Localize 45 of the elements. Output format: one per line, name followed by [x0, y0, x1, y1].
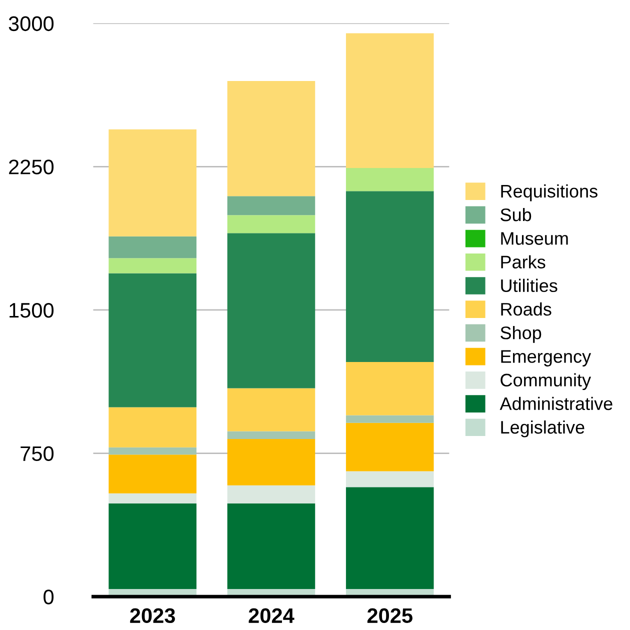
bar	[346, 362, 434, 416]
bar	[108, 493, 196, 504]
y-tick-label: 1500	[10, 302, 54, 318]
y-tick-label: 0	[44, 590, 54, 604]
bar	[108, 273, 196, 408]
bar	[108, 258, 196, 274]
bar	[227, 196, 316, 216]
legend-label: Community	[500, 373, 592, 390]
x-tick-label: 2023	[130, 608, 175, 624]
legend-label: Roads	[501, 302, 552, 316]
bar	[346, 415, 434, 423]
bar	[346, 168, 434, 192]
y-tick-label: 750	[20, 446, 54, 462]
legend-label: Utilities	[501, 278, 558, 292]
legend-label: Parks	[501, 255, 546, 268]
bar	[227, 233, 316, 388]
bar	[227, 503, 316, 589]
bar	[227, 485, 316, 504]
bar	[346, 487, 434, 589]
bar	[227, 215, 316, 234]
y-tick-label: 2250	[9, 160, 54, 174]
legend-label: Shop	[500, 326, 542, 343]
bar	[346, 33, 434, 168]
bar	[108, 503, 196, 589]
bar	[227, 431, 316, 439]
bar	[346, 422, 434, 472]
bar	[227, 388, 316, 432]
bar	[108, 129, 196, 236]
legend-label: Requisitions	[501, 184, 598, 202]
bar	[108, 407, 196, 448]
legend-label: Museum	[501, 232, 568, 245]
bar	[108, 447, 196, 455]
bar	[227, 81, 316, 196]
bar	[227, 438, 316, 486]
y-tick-label: 3000	[8, 16, 54, 32]
legend-label: Sub	[500, 208, 532, 222]
bar	[346, 471, 434, 488]
bar	[346, 191, 434, 362]
legend-label: Emergency	[501, 350, 592, 366]
bar	[108, 454, 196, 494]
legend-label: Legislative	[501, 420, 584, 438]
x-tick-label: 2024	[248, 608, 294, 624]
x-tick-label: 2025	[367, 608, 412, 624]
legend-label: Administrative	[500, 396, 612, 410]
bar	[108, 236, 196, 258]
